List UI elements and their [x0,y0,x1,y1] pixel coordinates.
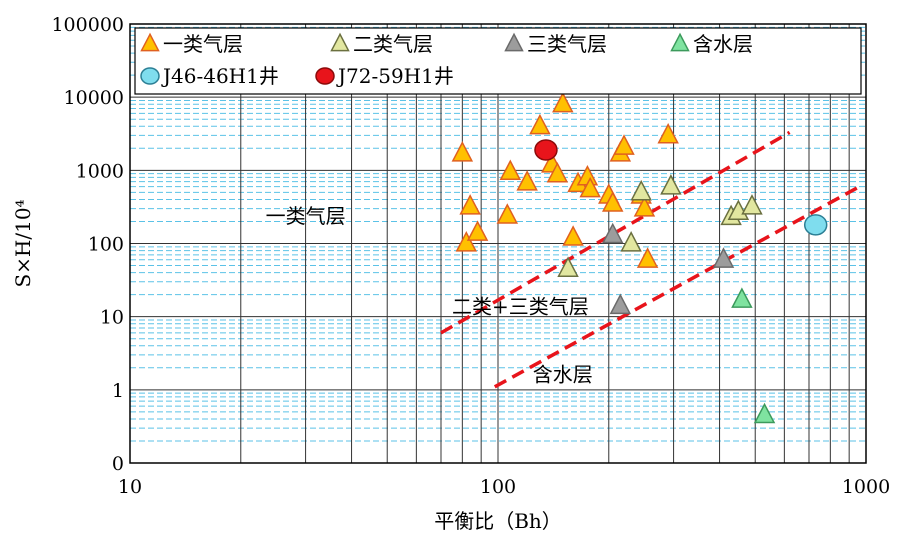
data-points [451,91,828,424]
data-point [529,113,551,135]
y-tick-label: 0 [112,453,124,475]
y-tick-label: 10000 [64,87,124,109]
data-point [552,91,574,113]
data-point [731,287,753,308]
data-point [633,196,656,217]
legend-label: 三类气层 [527,32,607,56]
data-point [613,134,635,155]
region-label: 一类气层 [266,204,346,228]
data-point [579,176,601,198]
x-tick-label: 100 [480,476,516,498]
legend-label: 含水层 [693,32,753,56]
data-point [609,293,632,315]
y-tick-label: 100000 [51,14,124,36]
data-point [534,139,558,161]
data-point [459,194,481,215]
y-axis-title: S×H/10⁴ [11,199,35,287]
data-point [657,122,679,144]
data-point [451,141,474,162]
region-label: 含水层 [533,362,593,386]
data-point [741,194,763,215]
data-point [546,161,569,183]
legend-label: 二类气层 [353,32,433,56]
data-point [727,199,750,221]
data-point [601,191,624,212]
legend-label: J72-59H1井 [336,64,454,88]
y-tick-labels: 0 1 10 100 1000 10000 100000 [51,14,124,475]
legend-label: 一类气层 [163,32,243,56]
legend-marker [670,32,690,52]
x-tick-labels: 10 100 1000 [118,476,890,498]
data-point [660,174,682,195]
x-tick-label: 10 [118,476,142,498]
data-point [630,179,652,201]
region-label: 二类+三类气层 [452,295,589,319]
data-point [803,214,828,236]
legend: 一类气层 二类气层 三类气层 含水层 J46-46H1井 J72-59H1井 [134,27,862,95]
y-tick-label: 1000 [76,160,124,182]
data-point [516,170,538,191]
data-point [496,203,519,224]
data-point [557,256,579,277]
data-point [455,231,478,252]
y-tick-label: 100 [88,234,124,256]
data-point [562,225,584,246]
x-tick-label: 1000 [842,476,890,498]
major-grid [129,23,867,464]
data-point [466,220,489,241]
legend-marker [330,32,350,52]
data-point [576,164,599,186]
y-tick-label: 1 [112,380,124,402]
data-point [712,247,735,268]
legend-label: J46-46H1井 [161,64,279,88]
x-axis-title: 平衡比（Bh） [434,509,562,533]
data-point [636,247,659,268]
data-point [753,402,776,424]
legend-box [134,27,862,95]
legend-marker [140,67,160,85]
y-tick-label: 10 [100,307,124,329]
legend-marker [315,67,335,85]
legend-marker [504,32,524,52]
data-point [499,159,522,181]
data-point [601,222,624,244]
data-point [620,231,642,252]
boundary-line [493,185,861,389]
plot-frame [129,23,867,464]
legend-marker [140,32,160,52]
